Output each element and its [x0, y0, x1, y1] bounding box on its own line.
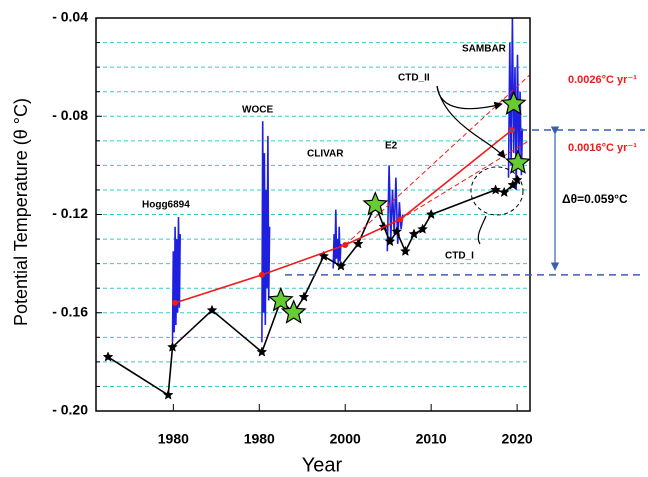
green-star [505, 149, 531, 174]
star [511, 174, 523, 185]
y-tick-label: - 0.12 [52, 205, 88, 221]
x-tick-label: 1980 [244, 431, 275, 447]
callout-arrow [436, 85, 506, 159]
star [335, 260, 347, 271]
annotation: WOCE [242, 105, 273, 116]
annotation: E2 [385, 141, 398, 152]
point [172, 299, 179, 306]
callout-arrow [477, 215, 487, 245]
callout-ellipse [470, 166, 524, 216]
annotation: CLIVAR [307, 149, 344, 160]
star [408, 228, 420, 239]
annotation: Δθ=0.059°C [562, 192, 628, 206]
series-line [171, 216, 181, 343]
series-line [261, 121, 271, 343]
point [258, 271, 265, 278]
x-tick-label: 1980 [158, 431, 189, 447]
star [102, 351, 114, 362]
series-line [332, 209, 342, 269]
x-tick-label: 2020 [502, 431, 533, 447]
star [167, 341, 178, 352]
annotation: 0.0026°C yr⁻¹ [568, 74, 637, 86]
annotation: CTD_I [445, 251, 474, 262]
x-tick-label: 2000 [330, 431, 361, 447]
star [298, 291, 310, 302]
annotation: Hogg6894 [142, 200, 190, 211]
y-tick-label: - 0.08 [52, 107, 88, 123]
star [162, 389, 174, 400]
series-line [174, 129, 513, 304]
plot-marks [102, 17, 531, 400]
star [206, 304, 218, 315]
star [425, 208, 437, 220]
green-star [362, 191, 389, 216]
green-star [280, 299, 307, 324]
y-tick-label: - 0.20 [52, 402, 88, 418]
star [399, 245, 411, 256]
y-tick-label: - 0.04 [52, 9, 88, 25]
series-line [399, 139, 531, 220]
star [498, 186, 510, 197]
star [256, 346, 268, 357]
star [490, 184, 502, 195]
star [507, 179, 519, 190]
series-line [386, 165, 404, 252]
y-axis-label: Potential Temperature (θ °C) [11, 98, 31, 326]
star [384, 235, 396, 247]
y-tick-label: - 0.16 [52, 303, 88, 319]
series-line [507, 17, 524, 190]
series-line [107, 179, 518, 397]
annotation: SAMBAR [462, 44, 507, 55]
star [391, 226, 403, 237]
grid [96, 17, 530, 412]
annotation: 0.0016°C yr⁻¹ [568, 142, 637, 154]
annotation: CTD_II [398, 73, 430, 84]
x-axis-label: Year [302, 454, 343, 476]
callout-arrow [436, 85, 503, 110]
star [417, 223, 428, 234]
star [352, 238, 364, 249]
x-tick-label: 2010 [416, 431, 447, 447]
green-star [267, 286, 294, 312]
green-star [500, 90, 527, 115]
